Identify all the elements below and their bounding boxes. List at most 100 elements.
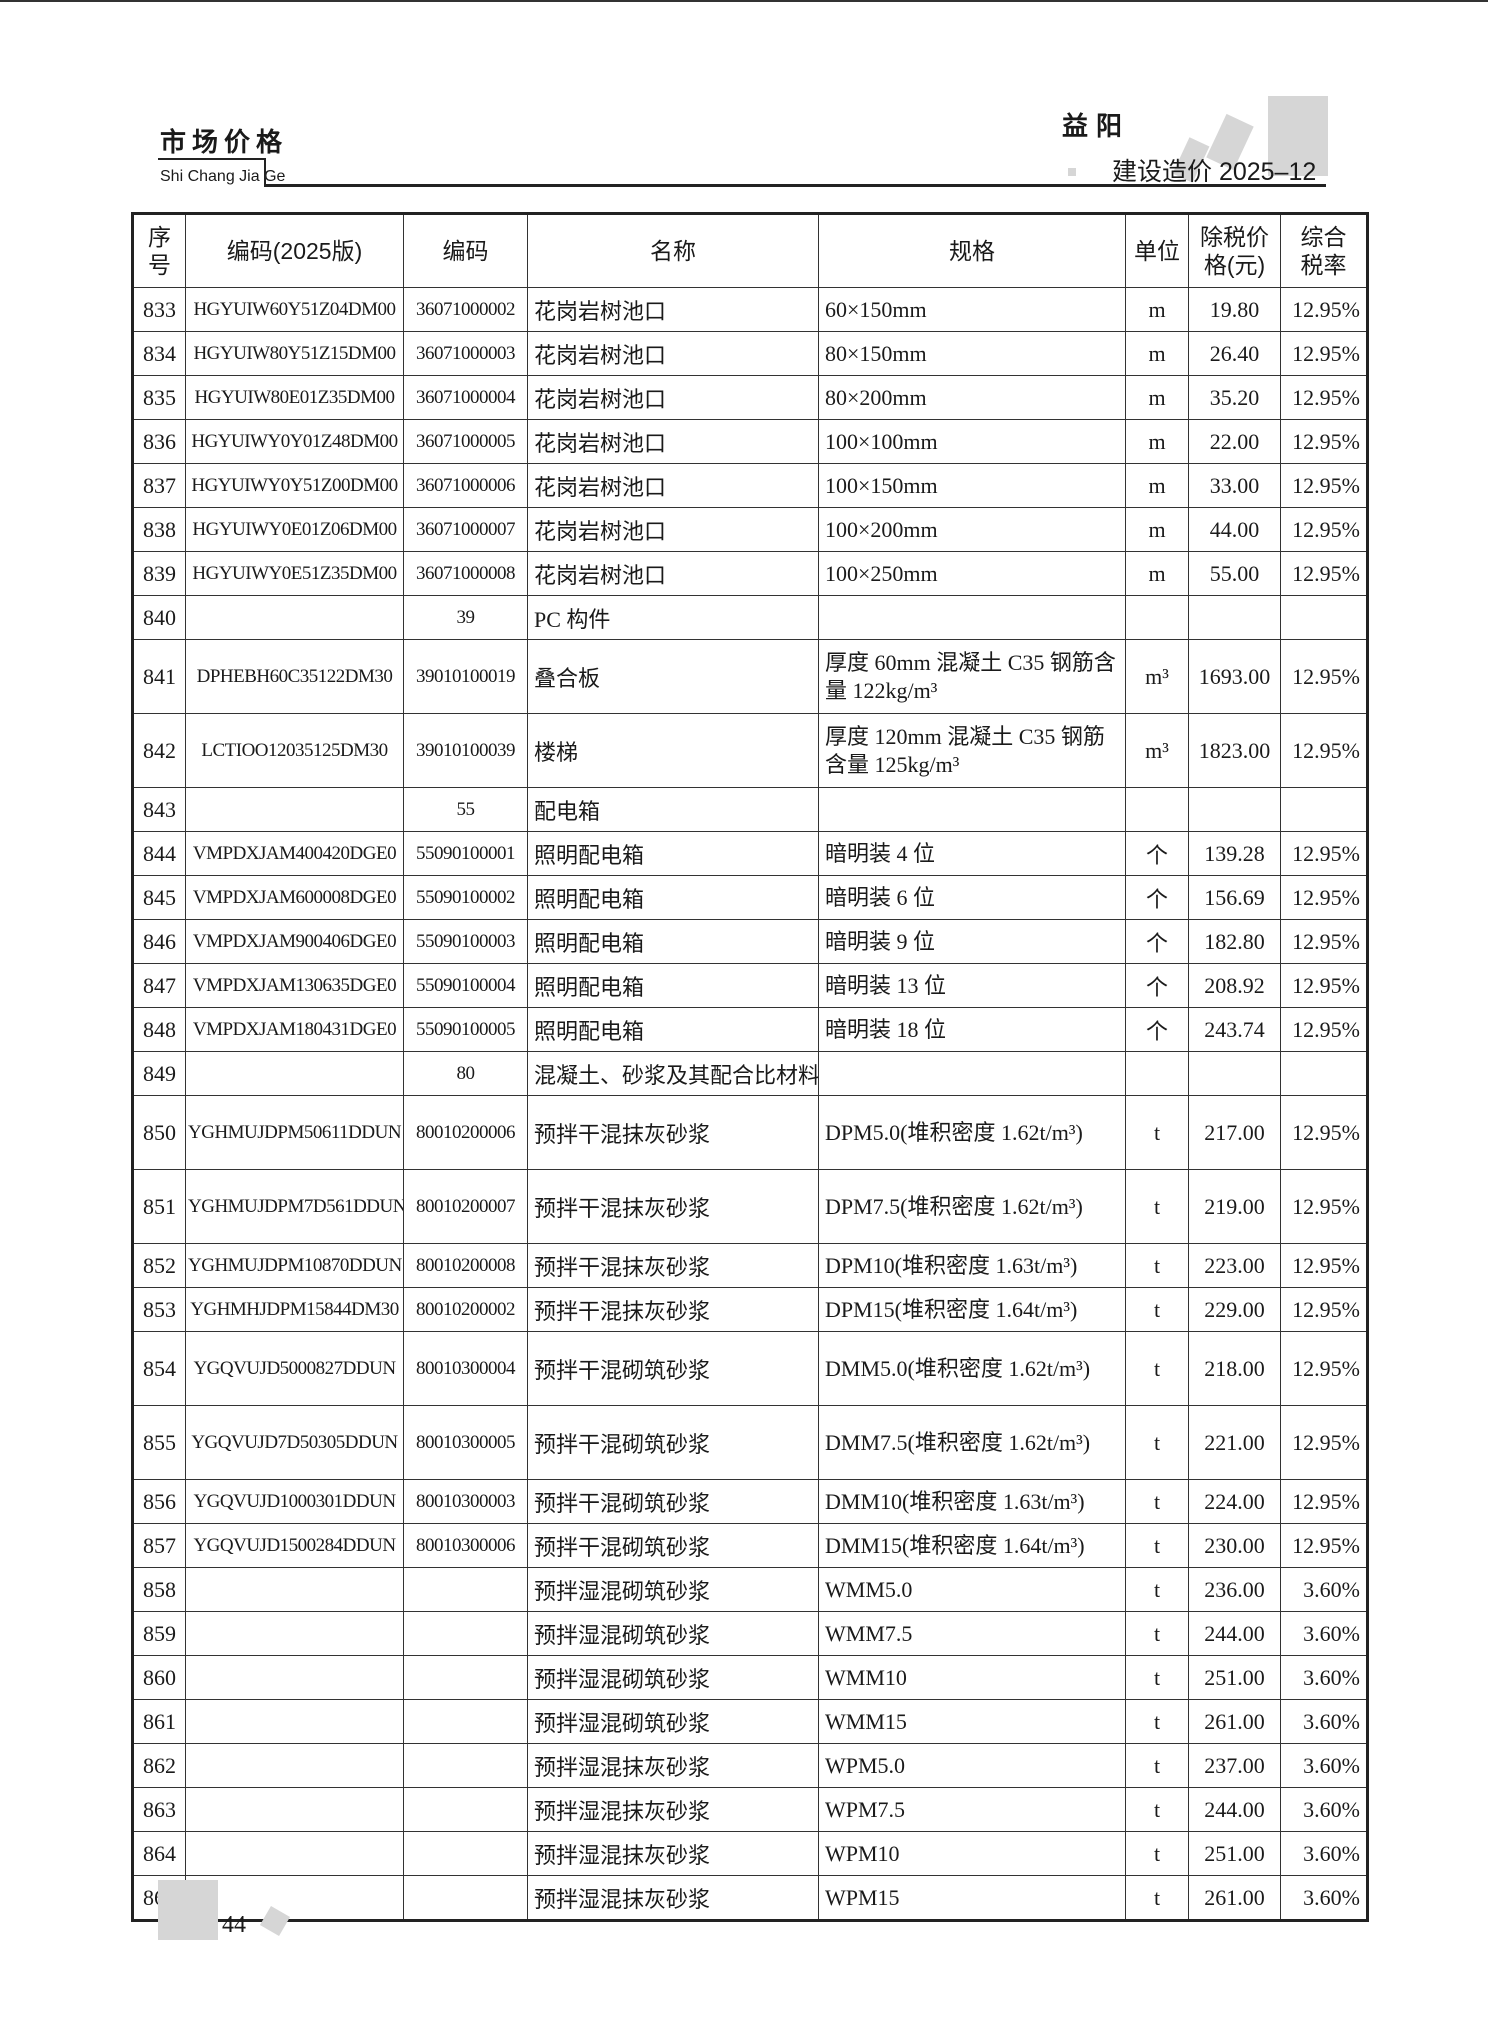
row-no-cell: 853 xyxy=(132,1287,186,1332)
item-unit-cell: t xyxy=(1125,1655,1189,1700)
item-spec-cell: DMM10(堆积密度 1.63t/m³) xyxy=(818,1479,1126,1524)
code-2025-cell xyxy=(185,787,404,832)
code-cell: 80010300005 xyxy=(403,1405,528,1480)
item-spec-cell: DPM10(堆积密度 1.63t/m³) xyxy=(818,1243,1126,1288)
item-price-cell: 244.00 xyxy=(1188,1787,1281,1832)
decor-square xyxy=(1068,168,1076,176)
tax-rate-cell: 12.95% xyxy=(1280,463,1368,508)
code-cell xyxy=(403,1743,528,1788)
code-2025-cell: VMPDXJAM400420DGE0 xyxy=(185,831,404,876)
tax-rate-cell: 12.95% xyxy=(1280,831,1368,876)
item-name-cell: 花岗岩树池口 xyxy=(527,551,819,596)
code-2025-cell: VMPDXJAM180431DGE0 xyxy=(185,1007,404,1052)
tax-rate-cell xyxy=(1280,595,1368,640)
tax-rate-cell: 12.95% xyxy=(1280,919,1368,964)
row-no-cell: 855 xyxy=(132,1405,186,1480)
table-row: 851 YGHMUJDPM7D561DDUN 80010200007 预拌干混抹灰砂浆… xyxy=(132,1169,1368,1244)
row-no-cell: 854 xyxy=(132,1331,186,1406)
item-name-cell: 叠合板 xyxy=(527,639,819,714)
code-cell: 55090100005 xyxy=(403,1007,528,1052)
code-2025-cell: VMPDXJAM600008DGE0 xyxy=(185,875,404,920)
item-spec-cell: 厚度 60mm 混凝土 C35 钢筋含量 122kg/m³ xyxy=(818,639,1126,714)
table-row: 865预拌湿混抹灰砂浆WPM15t261.003.60% xyxy=(132,1875,1368,1921)
code-2025-cell: YGQVUJD1500284DDUN xyxy=(185,1523,404,1568)
item-name-cell: 照明配电箱 xyxy=(527,1007,819,1052)
item-spec-cell: 60×150mm xyxy=(818,287,1126,332)
item-name-cell: 照明配电箱 xyxy=(527,919,819,964)
item-spec-cell: 100×250mm xyxy=(818,551,1126,596)
tax-rate-cell: 3.60% xyxy=(1280,1567,1368,1612)
item-name-cell: 预拌干混砌筑砂浆 xyxy=(527,1523,819,1568)
table-row: 843 55 配电箱 xyxy=(132,787,1368,832)
item-spec-cell: DPM5.0(堆积密度 1.62t/m³) xyxy=(818,1095,1126,1170)
tax-rate-cell: 12.95% xyxy=(1280,551,1368,596)
item-spec-cell: DMM7.5(堆积密度 1.62t/m³) xyxy=(818,1405,1126,1480)
code-cell: 36071000008 xyxy=(403,551,528,596)
item-unit-cell: m xyxy=(1125,331,1189,376)
code-cell: 36071000007 xyxy=(403,507,528,552)
table-row: 833 HGYUIW60Y51Z04DM00 36071000002 花岗岩树池口 60… xyxy=(132,287,1368,332)
tax-rate-cell: 12.95% xyxy=(1280,1479,1368,1524)
item-unit-cell: 个 xyxy=(1125,963,1189,1008)
item-name-cell: 预拌湿混抹灰砂浆 xyxy=(527,1743,819,1788)
code-2025-cell xyxy=(185,1787,404,1832)
item-name-cell: 预拌湿混抹灰砂浆 xyxy=(527,1875,819,1921)
table-row: 837 HGYUIWY0Y51Z00DM00 36071000006 花岗岩树池口 10… xyxy=(132,463,1368,508)
item-unit-cell xyxy=(1125,1051,1189,1096)
tax-rate-cell: 12.95% xyxy=(1280,1243,1368,1288)
item-unit-cell: t xyxy=(1125,1405,1189,1480)
item-price-cell xyxy=(1188,595,1281,640)
page-number: 44 xyxy=(222,1912,246,1938)
item-spec-cell: 100×200mm xyxy=(818,507,1126,552)
row-no-cell: 837 xyxy=(132,463,186,508)
item-price-cell: 230.00 xyxy=(1188,1523,1281,1568)
item-price-cell: 156.69 xyxy=(1188,875,1281,920)
item-spec-cell: DPM7.5(堆积密度 1.62t/m³) xyxy=(818,1169,1126,1244)
item-price-cell: 219.00 xyxy=(1188,1169,1281,1244)
table-row: 846 VMPDXJAM900406DGE0 55090100003 照明配电箱 暗明装… xyxy=(132,919,1368,964)
item-spec-cell xyxy=(818,595,1126,640)
section-pinyin: Shi Chang Jia Ge xyxy=(160,168,286,185)
item-unit-cell: t xyxy=(1125,1699,1189,1744)
tax-rate-cell: 12.95% xyxy=(1280,1523,1368,1568)
table-row: 864 预拌湿混抹灰砂浆 WPM10 t 251.00 3.60% xyxy=(132,1831,1368,1876)
item-unit-cell: t xyxy=(1125,1523,1189,1568)
item-name-cell: 配电箱 xyxy=(527,787,819,832)
row-no-cell: 848 xyxy=(132,1007,186,1052)
item-spec-cell: 80×200mm xyxy=(818,375,1126,420)
item-price-cell: 182.80 xyxy=(1188,919,1281,964)
col-header-tax: 综合税率 xyxy=(1280,213,1368,288)
table-header-row: 序号 编码(2025版) 编码 名称 规格 单位 除税价格(元) 综合税率 xyxy=(132,213,1368,288)
item-name-cell: PC 构件 xyxy=(527,595,819,640)
item-spec-cell: 暗明装 13 位 xyxy=(818,963,1126,1008)
item-spec-cell: WMM5.0 xyxy=(818,1567,1126,1612)
tax-rate-cell xyxy=(1280,787,1368,832)
code-2025-cell xyxy=(185,1051,404,1096)
tax-rate-cell: 3.60% xyxy=(1280,1787,1368,1832)
code-cell: 55090100003 xyxy=(403,919,528,964)
row-no-cell: 836 xyxy=(132,419,186,464)
item-spec-cell: DMM15(堆积密度 1.64t/m³) xyxy=(818,1523,1126,1568)
item-price-cell: 139.28 xyxy=(1188,831,1281,876)
code-cell: 39010100039 xyxy=(403,713,528,788)
table-row: 836 HGYUIWY0Y01Z48DM00 36071000005 花岗岩树池口 10… xyxy=(132,419,1368,464)
tax-rate-cell: 3.60% xyxy=(1280,1655,1368,1700)
item-name-cell: 预拌湿混砌筑砂浆 xyxy=(527,1567,819,1612)
item-name-cell: 预拌湿混抹灰砂浆 xyxy=(527,1787,819,1832)
item-price-cell xyxy=(1188,787,1281,832)
code-cell: 39 xyxy=(403,595,528,640)
code-2025-cell: YGHMHJDPM15844DM30 xyxy=(185,1287,404,1332)
row-no-cell: 861 xyxy=(132,1699,186,1744)
row-no-cell: 860 xyxy=(132,1655,186,1700)
item-unit-cell: m xyxy=(1125,463,1189,508)
code-2025-cell: YGQVUJD7D50305DDUN xyxy=(185,1405,404,1480)
item-spec-cell: WMM15 xyxy=(818,1699,1126,1744)
item-spec-cell: 暗明装 18 位 xyxy=(818,1007,1126,1052)
code-2025-cell xyxy=(185,1567,404,1612)
item-price-cell: 237.00 xyxy=(1188,1743,1281,1788)
code-cell: 80010200007 xyxy=(403,1169,528,1244)
item-price-cell: 218.00 xyxy=(1188,1331,1281,1406)
table-row: 835 HGYUIW80E01Z35DM00 36071000004 花岗岩树池口 80… xyxy=(132,375,1368,420)
code-cell xyxy=(403,1875,528,1921)
code-cell: 36071000002 xyxy=(403,287,528,332)
